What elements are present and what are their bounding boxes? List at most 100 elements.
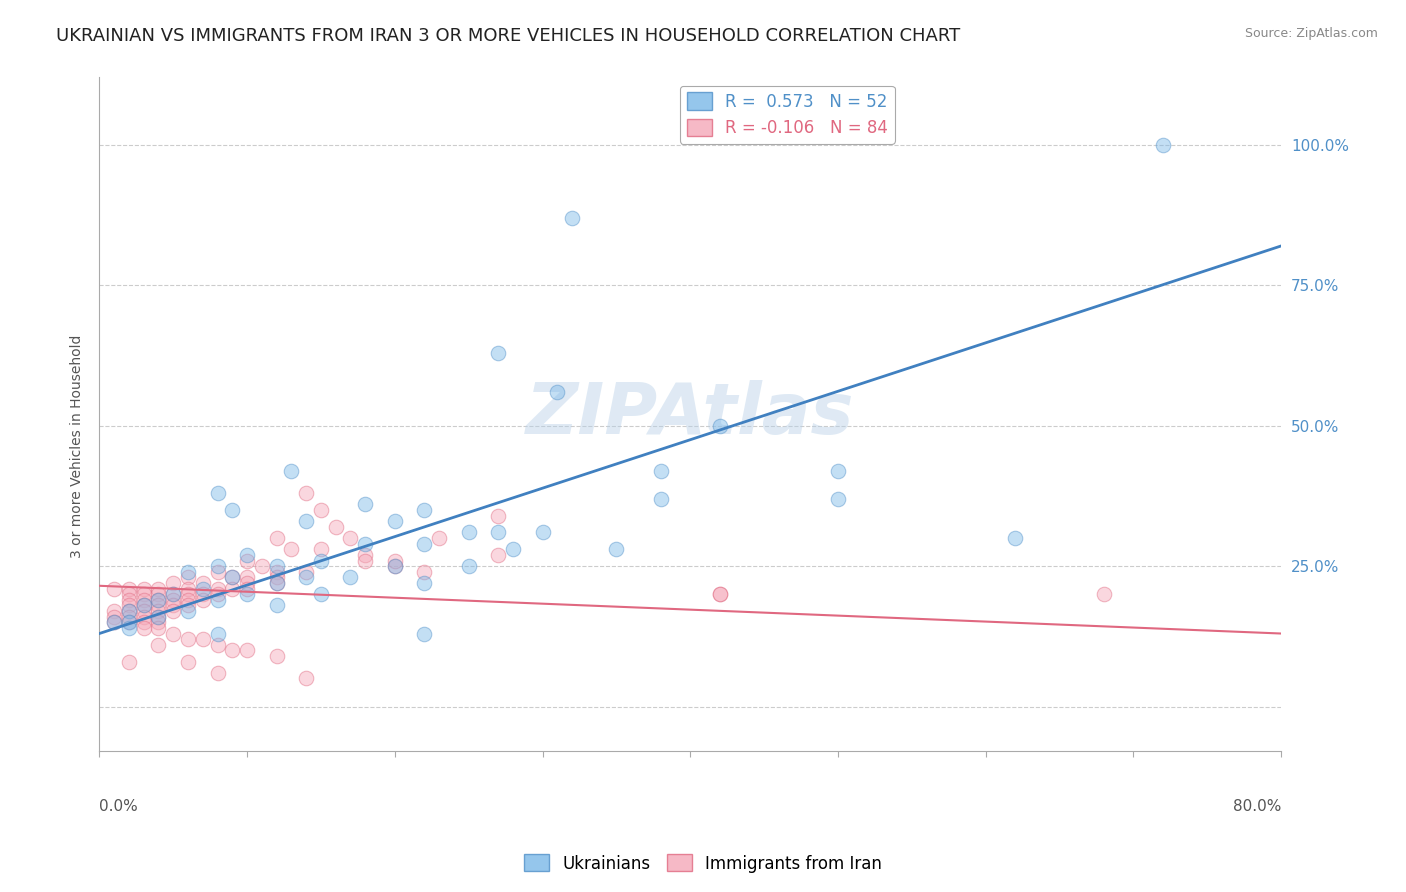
Point bbox=[132, 592, 155, 607]
Point bbox=[191, 576, 214, 591]
Point bbox=[132, 599, 155, 613]
Point bbox=[207, 559, 229, 574]
Point bbox=[486, 345, 509, 359]
Point bbox=[266, 565, 288, 579]
Point bbox=[103, 615, 125, 630]
Point bbox=[177, 587, 200, 601]
Point bbox=[384, 553, 406, 567]
Point bbox=[339, 531, 361, 545]
Point bbox=[457, 559, 479, 574]
Point bbox=[207, 587, 229, 601]
Point bbox=[191, 582, 214, 596]
Point bbox=[457, 525, 479, 540]
Point bbox=[309, 542, 332, 557]
Point bbox=[280, 464, 302, 478]
Point bbox=[236, 570, 259, 584]
Point bbox=[486, 525, 509, 540]
Point bbox=[236, 576, 259, 591]
Point bbox=[531, 525, 554, 540]
Point bbox=[162, 592, 184, 607]
Point bbox=[250, 559, 273, 574]
Point bbox=[207, 665, 229, 680]
Point bbox=[266, 576, 288, 591]
Text: ZIPAtlas: ZIPAtlas bbox=[526, 380, 855, 449]
Point bbox=[148, 609, 170, 624]
Point bbox=[295, 570, 318, 584]
Point bbox=[148, 592, 170, 607]
Point bbox=[118, 604, 141, 618]
Point bbox=[384, 514, 406, 528]
Point bbox=[132, 587, 155, 601]
Point bbox=[191, 592, 214, 607]
Point bbox=[162, 604, 184, 618]
Text: 80.0%: 80.0% bbox=[1233, 798, 1281, 814]
Point bbox=[295, 486, 318, 500]
Point bbox=[236, 643, 259, 657]
Point bbox=[103, 615, 125, 630]
Point bbox=[413, 503, 436, 517]
Point bbox=[295, 672, 318, 686]
Point bbox=[354, 548, 377, 562]
Point bbox=[118, 604, 141, 618]
Point bbox=[827, 464, 849, 478]
Legend: R =  0.573   N = 52, R = -0.106   N = 84: R = 0.573 N = 52, R = -0.106 N = 84 bbox=[681, 86, 894, 144]
Point bbox=[162, 587, 184, 601]
Point bbox=[177, 604, 200, 618]
Point bbox=[413, 626, 436, 640]
Point bbox=[118, 582, 141, 596]
Point bbox=[207, 626, 229, 640]
Point bbox=[191, 587, 214, 601]
Point bbox=[1152, 137, 1174, 152]
Point bbox=[827, 491, 849, 506]
Point bbox=[413, 565, 436, 579]
Point bbox=[207, 582, 229, 596]
Point bbox=[118, 599, 141, 613]
Point bbox=[236, 548, 259, 562]
Point bbox=[177, 655, 200, 669]
Point bbox=[118, 615, 141, 630]
Point bbox=[148, 587, 170, 601]
Point bbox=[266, 531, 288, 545]
Point bbox=[103, 604, 125, 618]
Point bbox=[148, 582, 170, 596]
Point bbox=[221, 570, 243, 584]
Point bbox=[132, 604, 155, 618]
Point bbox=[236, 553, 259, 567]
Point bbox=[221, 643, 243, 657]
Point bbox=[118, 587, 141, 601]
Point bbox=[709, 587, 731, 601]
Point bbox=[118, 609, 141, 624]
Point bbox=[132, 621, 155, 635]
Point bbox=[486, 548, 509, 562]
Point bbox=[162, 599, 184, 613]
Point bbox=[605, 542, 627, 557]
Point bbox=[546, 384, 568, 399]
Point bbox=[148, 638, 170, 652]
Point bbox=[103, 609, 125, 624]
Point bbox=[132, 609, 155, 624]
Point bbox=[177, 565, 200, 579]
Point bbox=[384, 559, 406, 574]
Point bbox=[118, 621, 141, 635]
Point bbox=[207, 638, 229, 652]
Point bbox=[236, 587, 259, 601]
Point bbox=[221, 582, 243, 596]
Point bbox=[221, 503, 243, 517]
Point bbox=[354, 536, 377, 550]
Point bbox=[177, 592, 200, 607]
Point bbox=[413, 536, 436, 550]
Point bbox=[295, 565, 318, 579]
Point bbox=[132, 615, 155, 630]
Point bbox=[148, 592, 170, 607]
Text: UKRAINIAN VS IMMIGRANTS FROM IRAN 3 OR MORE VEHICLES IN HOUSEHOLD CORRELATION CH: UKRAINIAN VS IMMIGRANTS FROM IRAN 3 OR M… bbox=[56, 27, 960, 45]
Text: Source: ZipAtlas.com: Source: ZipAtlas.com bbox=[1244, 27, 1378, 40]
Point bbox=[486, 508, 509, 523]
Point bbox=[177, 599, 200, 613]
Point bbox=[162, 576, 184, 591]
Point bbox=[709, 587, 731, 601]
Point bbox=[118, 592, 141, 607]
Point bbox=[177, 570, 200, 584]
Point bbox=[132, 599, 155, 613]
Point bbox=[148, 621, 170, 635]
Point bbox=[354, 497, 377, 511]
